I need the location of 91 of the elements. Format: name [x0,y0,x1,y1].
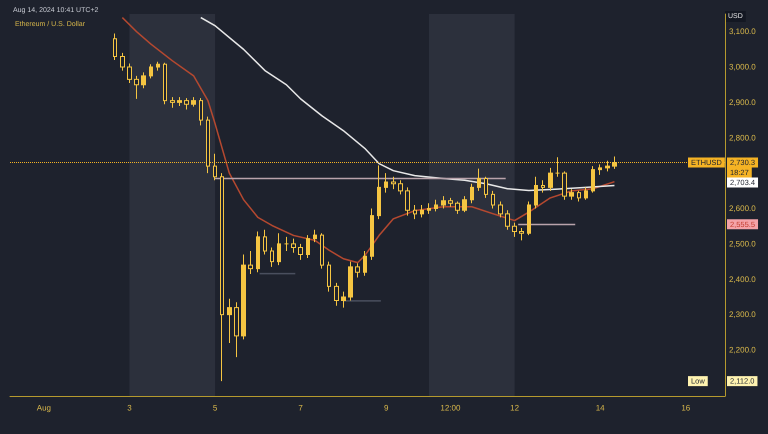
candlestick [248,250,253,274]
line-series [122,16,616,264]
candlestick [170,96,175,108]
candlestick [420,204,424,218]
y-tick-label: 3,100.0 [729,27,756,36]
candlestick [206,116,210,174]
y-tick-label: 2,600.0 [729,204,756,214]
candlestick [220,172,224,382]
candlestick [127,63,132,84]
candlestick [512,222,517,238]
candlestick [291,238,296,254]
candlestick [384,172,388,194]
candlestick [234,302,239,358]
candlestick [213,153,217,181]
candlestick [541,180,545,194]
candlestick [584,186,588,200]
x-tick-label: 16 [681,404,691,412]
y-tick-label: 2,500.0 [729,239,756,248]
candlestick [548,167,553,192]
candlestick [348,261,353,301]
candlestick [355,262,360,278]
x-tick-label: 5 [212,404,218,412]
x-tick-label: 12 [510,404,520,412]
candlestick [391,176,396,190]
candlestick [477,168,481,192]
candlestick [519,227,524,241]
candlestick [562,170,567,200]
candlestick [491,190,495,210]
candlestick [341,291,346,308]
candlestick [427,202,431,214]
x-tick-label: 9 [384,404,389,412]
x-tick-label: 12:00 [440,404,461,412]
candlestick [277,232,281,266]
candlestick [413,204,417,220]
candlestick [134,75,139,100]
candlestick [177,96,182,106]
candlestick [327,261,331,292]
candlestick [434,199,438,212]
candlestick [569,188,574,200]
candlestick [605,160,610,172]
candlestick [470,183,474,204]
candlestick [141,72,146,89]
candlestick [484,176,488,198]
candlestick [298,243,303,260]
candlestick [241,254,246,340]
candlestick [534,176,538,210]
candlestick [377,164,381,220]
candlestick [163,62,167,105]
candlestick [577,190,581,202]
y-tick-label: 2,800.0 [729,133,756,142]
candlestick [370,208,374,260]
candlestick [591,166,595,194]
x-tick-label: 3 [127,404,132,412]
candlestick [113,32,117,60]
candlestick [199,98,203,126]
candlestick [448,197,453,208]
candlestick [462,196,467,213]
candlestick [441,196,446,210]
candlestick [256,231,260,273]
candlestick [156,61,160,72]
candlestick [306,234,310,259]
candlestick [313,229,317,243]
candlestick [398,180,403,195]
x-tick-label: 14 [596,404,606,412]
candlestick [120,52,125,72]
candlestick [191,96,196,108]
candlestick [498,200,503,218]
candlestick [227,298,232,344]
candlestick [363,250,367,276]
x-tick-label: Aug [36,404,51,412]
candlestick [334,282,339,306]
candlestick [184,98,189,110]
candlestick [527,200,531,236]
candlestick [612,156,617,170]
candlestick [149,64,153,79]
candlestick [505,210,510,230]
line-series [200,16,616,192]
y-tick-label: 2,900.0 [729,98,756,107]
candlestick [270,246,274,268]
y-tick-label: 2,200.0 [729,346,756,355]
y-tick-label: 2,400.0 [729,274,756,284]
candlestick [284,236,289,252]
candlestick [263,229,267,256]
candlestick [320,232,324,270]
y-tick-label: 2,300.0 [729,310,756,320]
candlestick [555,156,560,178]
x-tick-label: 7 [298,404,304,412]
y-tick-label: 3,000.0 [729,62,756,72]
candlestick [405,186,410,216]
candlestick [598,164,602,176]
candlestick [455,200,460,214]
